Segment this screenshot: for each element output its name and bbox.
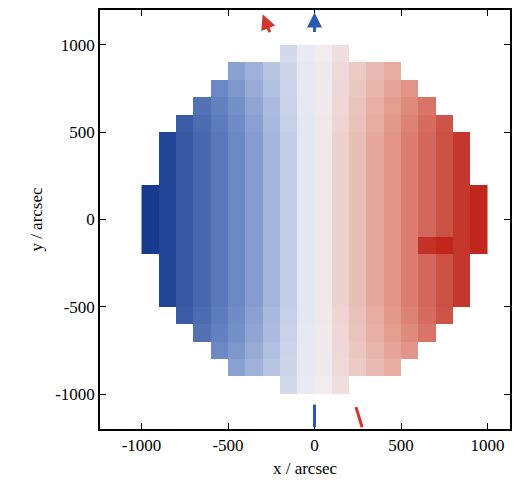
svg-text:x / arcsec: x / arcsec: [273, 459, 338, 478]
svg-text:-500: -500: [64, 298, 95, 317]
svg-text:0: 0: [310, 436, 319, 455]
svg-text:500: 500: [69, 123, 95, 142]
svg-text:-500: -500: [212, 436, 243, 455]
svg-text:-1000: -1000: [55, 385, 95, 404]
svg-text:1000: 1000: [471, 436, 505, 455]
svg-text:y / arcsec: y / arcsec: [27, 187, 46, 252]
svg-text:-1000: -1000: [122, 436, 162, 455]
svg-text:0: 0: [86, 210, 95, 229]
svg-text:500: 500: [388, 436, 414, 455]
svg-text:1000: 1000: [61, 36, 95, 55]
